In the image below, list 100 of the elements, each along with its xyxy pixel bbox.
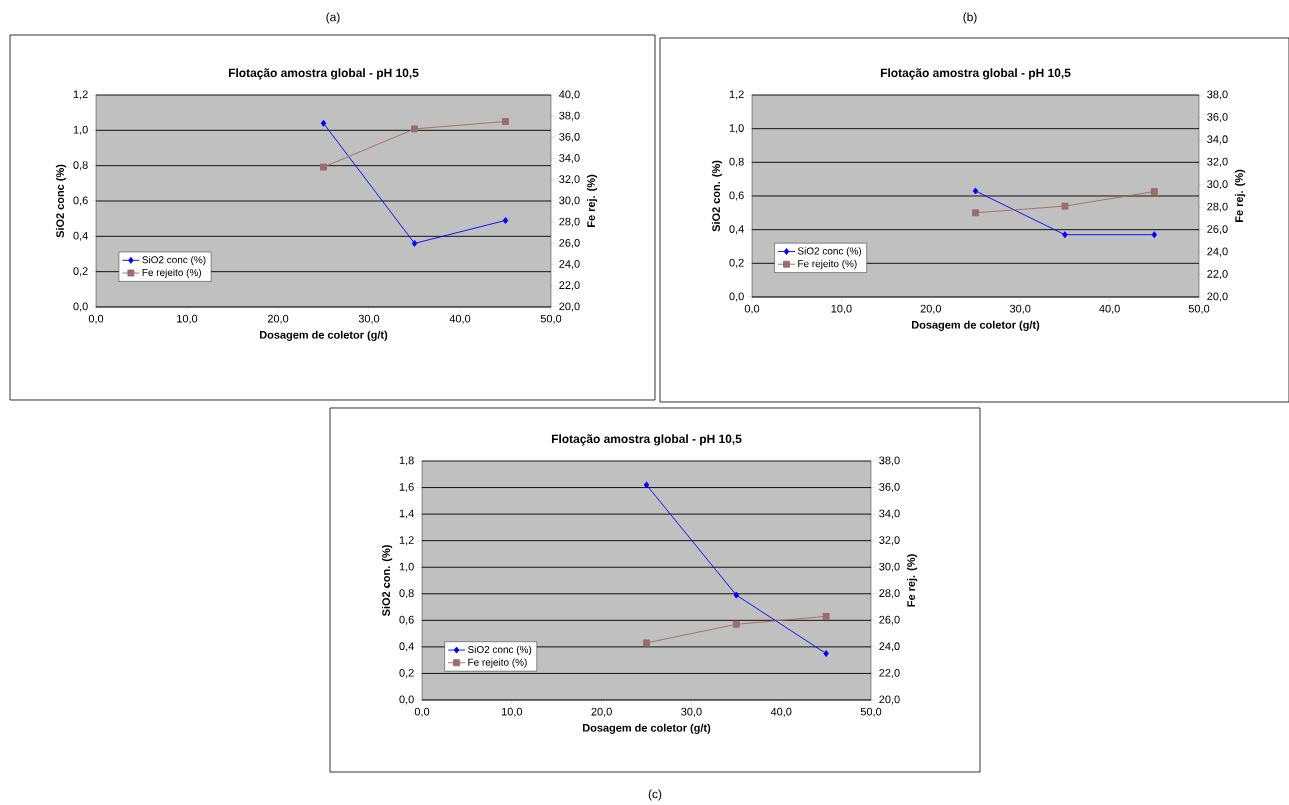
- y-tick-label: 0,2: [729, 258, 744, 268]
- chart-title: Flotação amostra global - pH 10,5: [880, 68, 1071, 80]
- y-tick-label: 1,0: [729, 124, 744, 134]
- y2-tick-label: 38,0: [559, 111, 580, 121]
- x-tick-label: 0,0: [88, 314, 104, 324]
- x-tick-label: 30,0: [1009, 304, 1031, 314]
- legend-label: SiO2 conc (%): [468, 645, 532, 655]
- x-tick-label: 50,0: [1188, 304, 1210, 314]
- y2-axis-title: Fe rej. (%): [1234, 169, 1246, 222]
- point: [822, 612, 830, 620]
- x-tick-label: 0,0: [744, 304, 760, 314]
- x-tick-label: 0,0: [414, 707, 430, 717]
- y2-tick-label: 24,0: [1207, 247, 1228, 257]
- y-tick-label: 1,0: [73, 125, 88, 135]
- x-axis-title: Dosagem de coletor (g/t): [260, 330, 388, 341]
- y2-tick-label: 24,0: [879, 642, 900, 652]
- point: [643, 481, 650, 489]
- y-tick-label: 0,8: [73, 161, 88, 171]
- y2-tick-label: 22,0: [879, 668, 900, 678]
- y2-tick-label: 22,0: [559, 281, 580, 291]
- y-tick-label: 0,0: [399, 695, 414, 705]
- x-tick-label: 30,0: [681, 707, 702, 717]
- y-tick-label: 0,4: [73, 231, 88, 241]
- point: [643, 639, 650, 647]
- y2-tick-label: 26,0: [879, 615, 900, 625]
- point: [733, 591, 740, 599]
- y2-tick-label: 32,0: [879, 536, 900, 546]
- y2-tick-label: 26,0: [1207, 225, 1228, 235]
- y-axis-title: SiO2 con. (%): [711, 160, 723, 232]
- point: [411, 239, 418, 247]
- y-tick-label: 1,0: [399, 562, 414, 572]
- point: [502, 216, 509, 224]
- chart-title: Flotação amostra global - pH 10,5: [228, 68, 419, 80]
- x-tick-label: 50,0: [860, 707, 882, 717]
- x-tick-label: 50,0: [540, 314, 562, 324]
- legend-label: SiO2 conc (%): [797, 247, 862, 257]
- x-tick-label: 10,0: [177, 314, 198, 324]
- y-tick-label: 0,8: [399, 589, 414, 599]
- y-tick-label: 0,4: [399, 642, 414, 652]
- point: [732, 620, 740, 628]
- y-axis-title: SiO2 con. (%): [381, 545, 393, 617]
- y2-tick-label: 28,0: [1207, 202, 1228, 212]
- y2-tick-label: 22,0: [1207, 270, 1228, 280]
- x-axis-title: Dosagem de coletor (g/t): [912, 320, 1040, 331]
- y2-tick-label: 34,0: [879, 509, 900, 519]
- text: (b): [963, 12, 977, 24]
- y-axis-title: SiO2 conc (%): [55, 164, 67, 238]
- point: [320, 163, 327, 171]
- legend-label: SiO2 conc (%): [142, 255, 206, 266]
- y-tick-label: 1,2: [73, 90, 88, 100]
- legend-label: Fe rejeito (%): [468, 658, 527, 668]
- y2-tick-label: 28,0: [559, 217, 580, 227]
- x-tick-label: 20,0: [267, 314, 289, 324]
- y-tick-label: 1,8: [399, 456, 414, 466]
- y-tick-label: 0,6: [399, 615, 414, 625]
- text: (c): [648, 789, 662, 801]
- x-tick-label: 10,0: [831, 304, 852, 314]
- y-tick-label: 1,6: [399, 483, 414, 493]
- y2-tick-label: 38,0: [879, 456, 900, 466]
- y-tick-label: 0,2: [399, 668, 414, 678]
- y2-tick-label: 28,0: [879, 589, 900, 599]
- x-tick-label: 30,0: [358, 314, 380, 324]
- point: [1150, 188, 1158, 195]
- y2-tick-label: 24,0: [559, 260, 580, 270]
- y2-axis-title: Fe rej. (%): [586, 174, 598, 227]
- y-tick-label: 1,4: [399, 509, 414, 519]
- point: [502, 118, 509, 125]
- y-tick-label: 0,8: [729, 157, 744, 167]
- y2-tick-label: 34,0: [559, 154, 580, 164]
- point: [320, 119, 327, 127]
- y2-tick-label: 26,0: [559, 238, 580, 248]
- y2-tick-label: 34,0: [1207, 135, 1228, 145]
- y2-tick-label: 36,0: [879, 483, 900, 493]
- x-tick-label: 40,0: [1099, 304, 1120, 314]
- x-tick-label: 40,0: [770, 707, 792, 717]
- y2-tick-label: 20,0: [1207, 292, 1228, 302]
- text: (a): [326, 12, 340, 24]
- y2-tick-label: 30,0: [559, 196, 580, 206]
- y-tick-label: 1,2: [729, 90, 744, 100]
- chart-title: Flotação amostra global - pH 10,5: [551, 434, 742, 446]
- y-tick-label: 0,0: [729, 292, 744, 302]
- y2-tick-label: 36,0: [559, 132, 580, 142]
- y-tick-label: 0,4: [729, 225, 744, 235]
- y2-tick-label: 30,0: [879, 562, 900, 572]
- y-tick-label: 1,2: [399, 536, 414, 546]
- point: [411, 125, 418, 133]
- x-tick-label: 20,0: [920, 304, 942, 314]
- y2-axis-title: Fe rej. (%): [906, 554, 918, 607]
- y2-tick-label: 36,0: [1207, 112, 1228, 122]
- y2-tick-label: 20,0: [879, 695, 900, 705]
- x-axis-title: Dosagem de coletor (g/t): [583, 723, 711, 734]
- x-tick-label: 10,0: [501, 707, 523, 717]
- y2-tick-label: 32,0: [1207, 157, 1228, 167]
- y-tick-label: 0,6: [729, 191, 744, 201]
- point: [823, 650, 829, 657]
- y2-tick-label: 30,0: [1207, 180, 1228, 190]
- point: [972, 209, 979, 217]
- point: [1061, 202, 1069, 210]
- legend-label: Fe rejeito (%): [798, 259, 857, 270]
- x-tick-label: 40,0: [449, 314, 471, 324]
